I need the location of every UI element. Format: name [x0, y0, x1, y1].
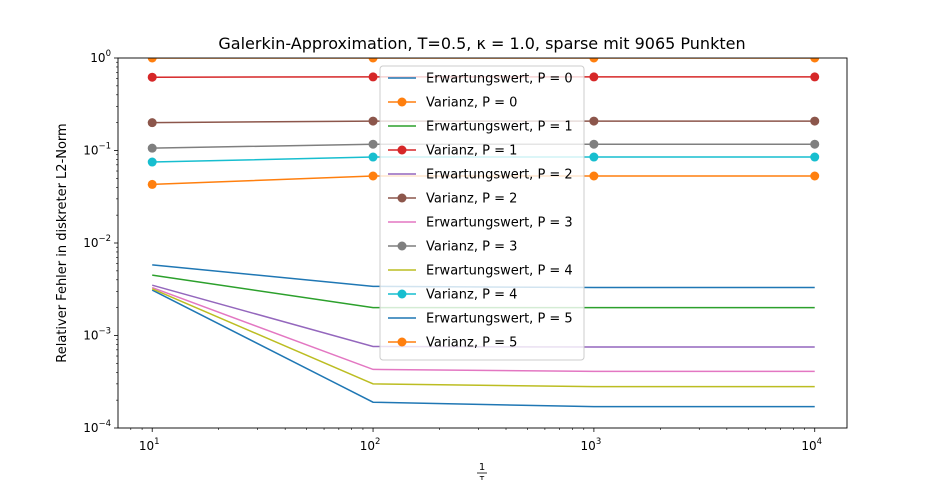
series-11-point-3: [810, 171, 820, 181]
series-11-point-0: [147, 179, 157, 189]
series-5-point-1: [368, 116, 378, 126]
series-1-point-2: [589, 58, 599, 63]
series-7-point-0: [147, 143, 157, 153]
series-line-6: [151, 286, 815, 373]
y-tick-label-0-base: 10: [83, 421, 98, 435]
x-tick-label-3-base: 10: [801, 439, 816, 453]
y-axis-label: Relativer Fehler in diskreter L2-Norm: [55, 123, 70, 362]
legend-label-3: Varianz, P = 1: [426, 144, 517, 159]
legend-marker-1: [397, 97, 407, 107]
y-tick-label-0: 10−4: [83, 419, 111, 435]
x-tick-label-1-exponent: 2: [375, 437, 380, 447]
legend-label-2: Erwartungswert, P = 1: [426, 120, 573, 135]
series-3-point-1: [368, 72, 378, 82]
legend-marker-5: [397, 193, 407, 203]
legend-label-5: Varianz, P = 2: [426, 192, 517, 207]
y-tick-label-4-base: 10: [90, 51, 105, 65]
series-9-point-0: [147, 157, 157, 167]
legend-box: [379, 65, 585, 361]
series-9-point-2: [589, 152, 599, 162]
x-tick-label-1: 102: [360, 437, 381, 453]
legend-label-10: Erwartungswert, P = 5: [426, 312, 573, 327]
legend-label-7: Varianz, P = 3: [426, 240, 517, 255]
y-tick-label-1: 10−3: [83, 327, 111, 343]
y-tick-label-4: 100: [90, 49, 111, 65]
legend-label-1: Varianz, P = 0: [426, 96, 517, 111]
x-axis-label-denominator: τ: [479, 474, 484, 480]
series-9-point-3: [810, 152, 820, 162]
x-tick-label-0-exponent: 1: [154, 437, 159, 447]
x-axis-label-numerator: 1: [479, 462, 485, 473]
y-tick-label-3-exponent: −1: [98, 142, 111, 152]
x-tick-label-2-exponent: 3: [596, 437, 601, 447]
series-7-point-1: [368, 139, 378, 149]
series-5-point-3: [810, 116, 820, 126]
legend-marker-7: [397, 241, 407, 251]
x-tick-label-2: 103: [581, 437, 602, 453]
y-tick-label-2-exponent: −2: [98, 234, 111, 244]
legend-marker-9: [397, 289, 407, 299]
series-5-point-2: [589, 116, 599, 126]
series-9-point-1: [368, 152, 378, 162]
series-3-point-3: [810, 72, 820, 82]
y-tick-label-2: 10−2: [83, 234, 111, 250]
series-line-8: [151, 288, 815, 388]
series-7-point-2: [589, 139, 599, 149]
x-tick-label-1-base: 10: [360, 439, 375, 453]
series-line-0: [151, 289, 815, 408]
series-1-point-0: [147, 58, 157, 63]
series-3-point-2: [589, 72, 599, 82]
series-1-point-1: [368, 58, 378, 63]
y-tick-label-2-base: 10: [83, 236, 98, 250]
series-7-point-3: [810, 139, 820, 149]
series-1-point-3: [810, 58, 820, 63]
legend-marker-11: [397, 337, 407, 347]
legend-label-6: Erwartungswert, P = 3: [426, 216, 573, 231]
y-tick-label-4-exponent: 0: [106, 49, 111, 59]
series-5-point-0: [147, 118, 157, 128]
x-tick-label-3-exponent: 4: [817, 437, 822, 447]
y-tick-label-1-base: 10: [83, 329, 98, 343]
legend-label-0: Erwartungswert, P = 0: [426, 72, 573, 87]
legend-label-9: Varianz, P = 4: [426, 288, 517, 303]
legend-label-4: Erwartungswert, P = 2: [426, 168, 573, 183]
legend-label-11: Varianz, P = 5: [426, 336, 517, 351]
legend: Erwartungswert, P = 0 Varianz, P = 0 Erwar…: [379, 65, 585, 361]
y-tick-label-3-base: 10: [83, 144, 98, 158]
x-tick-label-0-base: 10: [139, 439, 154, 453]
legend-label-8: Erwartungswert, P = 4: [426, 264, 573, 279]
x-tick-label-2-base: 10: [581, 439, 596, 453]
chart-title: Galerkin-Approximation, T=0.5, κ = 1.0, …: [218, 34, 745, 53]
legend-marker-3: [397, 145, 407, 155]
y-tick-label-3: 10−1: [83, 142, 111, 158]
x-axis-label: 1 τ: [477, 462, 487, 480]
x-tick-label-0: 101: [139, 437, 160, 453]
series-11-point-1: [368, 171, 378, 181]
y-tick-label-1-exponent: −3: [98, 327, 111, 337]
y-tick-label-0-exponent: −4: [98, 419, 111, 429]
series-11-point-2: [589, 171, 599, 181]
series-3-point-0: [147, 72, 157, 82]
x-tick-label-3: 104: [801, 437, 822, 453]
